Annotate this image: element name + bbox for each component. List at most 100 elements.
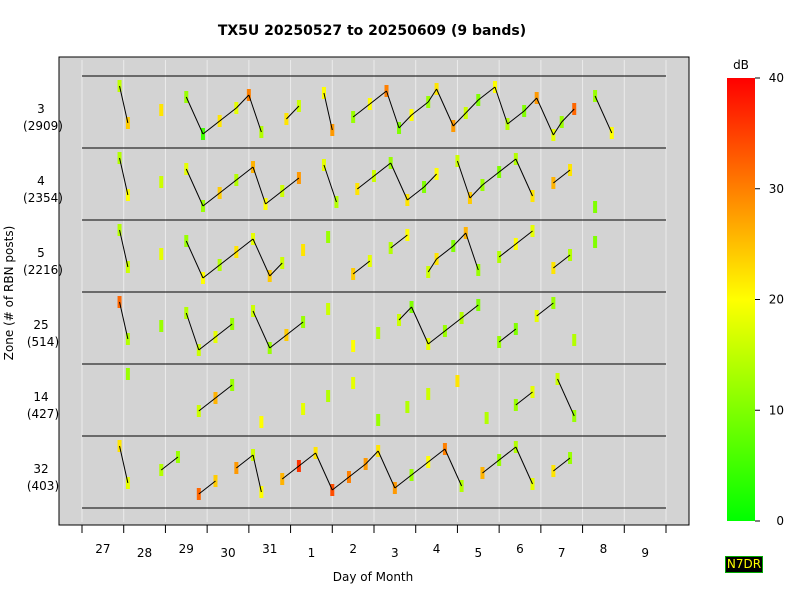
x-tick-label: 6 (516, 542, 524, 556)
trend-line (536, 302, 554, 317)
data-point (405, 401, 410, 413)
zone-posts: (514) (27, 335, 59, 349)
data-point (125, 117, 130, 129)
trend-line (219, 179, 237, 194)
trend-line (557, 378, 575, 417)
trend-line (386, 90, 400, 129)
x-tick-label: 1 (308, 546, 316, 560)
trend-line (185, 240, 204, 279)
trend-line (594, 95, 613, 134)
trend-line (411, 306, 429, 345)
zone-posts: (2216) (23, 263, 63, 277)
trend-line (515, 158, 533, 197)
trend-line (215, 384, 233, 399)
trend-line (236, 238, 254, 253)
trend-line (119, 85, 129, 124)
data-point (159, 320, 164, 332)
trend-line (498, 446, 517, 461)
trend-line (352, 260, 371, 275)
trend-line (286, 321, 304, 336)
x-tick-label: 29 (179, 542, 194, 556)
data-point (351, 340, 356, 352)
x-tick-label: 5 (474, 546, 482, 560)
trend-line (444, 448, 463, 487)
data-point (351, 377, 356, 389)
trend-line (236, 166, 254, 181)
trend-line (215, 323, 233, 338)
trend-line (365, 450, 379, 465)
trend-line (465, 232, 479, 271)
trend-line (398, 114, 412, 129)
y-axis-label: Zone (# of RBN posts) (2, 226, 16, 361)
trend-line (202, 264, 220, 279)
zone-label: 4 (37, 174, 45, 188)
trend-line (536, 97, 554, 136)
colorbar-tick-label: 40 (769, 71, 784, 85)
zone-label: 14 (33, 390, 48, 404)
trend-line (235, 94, 250, 109)
trend-line (265, 190, 283, 205)
trend-line (411, 461, 429, 476)
trend-line (523, 97, 538, 112)
trend-line (331, 476, 350, 491)
trend-line (323, 92, 333, 131)
colorbar (727, 78, 755, 521)
data-point (326, 303, 331, 315)
data-point (125, 333, 130, 345)
data-point (259, 416, 264, 428)
trend-line (394, 474, 412, 489)
x-tick-label: 28 (137, 546, 152, 560)
trend-line (323, 164, 337, 203)
trend-line (482, 459, 500, 474)
data-point (125, 477, 130, 489)
colorbar-ticks: 0 10 20 30 40 (755, 71, 784, 528)
data-point (159, 248, 164, 260)
chart-title: TX5U 20250527 to 20250609 (9 bands) (218, 23, 526, 39)
data-point (484, 412, 489, 424)
x-axis: 27 28 29 30 31 1 2 3 4 5 6 7 8 9 (81, 525, 667, 560)
trend-line (498, 328, 517, 343)
data-point (159, 176, 164, 188)
x-tick-label: 7 (558, 546, 566, 560)
colorbar-tick-label: 10 (769, 403, 784, 417)
data-point (572, 334, 577, 346)
trend-line (461, 304, 479, 319)
trend-line (411, 101, 429, 116)
trend-line (553, 254, 571, 269)
trend-line (202, 120, 220, 135)
zone-label: 32 (33, 462, 48, 476)
trend-line (119, 445, 129, 484)
data-point (426, 388, 431, 400)
trend-line (398, 306, 412, 321)
data-point (125, 368, 130, 380)
zone-label: 3 (37, 102, 45, 116)
trend-line (269, 262, 283, 277)
trend-line (515, 230, 533, 245)
trend-line (465, 99, 479, 114)
zone-posts: (2354) (23, 191, 63, 205)
trend-line (407, 186, 425, 201)
trend-line (436, 245, 454, 260)
trend-line (357, 175, 375, 190)
trend-line (198, 336, 216, 351)
zone-label: 25 (33, 318, 48, 332)
zone-posts: (2909) (23, 119, 63, 133)
trend-line (252, 454, 262, 493)
trend-line (219, 251, 237, 266)
trend-line (369, 90, 387, 105)
trend-line (553, 169, 571, 184)
data-point (376, 327, 381, 339)
trend-line (498, 158, 517, 173)
x-tick-label: 9 (641, 546, 649, 560)
trend-line (236, 454, 254, 469)
data-point (301, 244, 306, 256)
zone-panels (82, 75, 666, 509)
trend-line (348, 463, 366, 478)
trend-line (452, 232, 467, 247)
colorbar-tick-label: 20 (769, 293, 784, 307)
zone-posts: (427) (27, 407, 59, 421)
trend-line (427, 258, 437, 273)
trend-line (377, 450, 396, 489)
data-point (125, 189, 130, 201)
